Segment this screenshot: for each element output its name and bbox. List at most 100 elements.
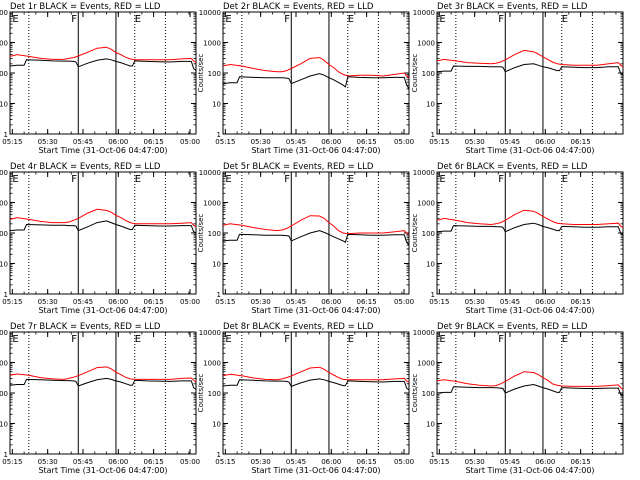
marker-label: F bbox=[71, 334, 77, 345]
x-axis-label: Start Time (31-Oct-06 04:47:00) bbox=[251, 306, 380, 315]
plot-frame bbox=[9, 331, 197, 455]
x-tick-label: 05:30 bbox=[465, 298, 485, 306]
x-tick-label: 06:15 bbox=[357, 298, 377, 306]
marker-label: E bbox=[12, 334, 18, 345]
plot-frame bbox=[222, 11, 410, 135]
y-tick-label: 10000 bbox=[413, 9, 435, 17]
x-axis-label: Start Time (31-Oct-06 04:47:00) bbox=[465, 146, 594, 155]
y-tick-label: 1 bbox=[217, 131, 221, 139]
x-tick-label: 05:30 bbox=[251, 138, 271, 146]
marker-label: E bbox=[348, 14, 354, 25]
plot-title: Det 8r BLACK = Events, RED = LLD bbox=[223, 322, 374, 332]
marker-label: E bbox=[225, 174, 231, 185]
x-tick-label: 05:45 bbox=[286, 138, 306, 146]
y-tick-label: 10000 bbox=[0, 329, 8, 337]
x-tick-label: 06:15 bbox=[571, 458, 591, 466]
x-tick-label: 06:15 bbox=[571, 138, 591, 146]
y-tick-label: 10000 bbox=[413, 169, 435, 177]
lld-series-line bbox=[222, 366, 410, 384]
y-tick-label: 1000 bbox=[0, 200, 8, 208]
x-tick-label: 05:15 bbox=[429, 138, 449, 146]
plot-title: Det 7r BLACK = Events, RED = LLD bbox=[10, 322, 161, 332]
y-tick-label: 10000 bbox=[413, 329, 435, 337]
x-tick-label: 05:45 bbox=[500, 458, 520, 466]
plot-frame bbox=[436, 171, 624, 295]
x-tick-label: 05:00 bbox=[180, 138, 200, 146]
plot-frame bbox=[9, 171, 197, 295]
x-tick-label: 05:15 bbox=[215, 138, 235, 146]
plot-title: Det 9r BLACK = Events, RED = LLD bbox=[437, 322, 588, 332]
plot-panel: Det 1r BLACK = Events, RED = LLD 1 10 100 10… bbox=[0, 2, 197, 155]
marker-label: E bbox=[12, 14, 18, 25]
y-tick-label: 1 bbox=[4, 291, 8, 299]
y-tick-label: 1 bbox=[217, 451, 221, 459]
x-axis-label: Start Time (31-Oct-06 04:47:00) bbox=[38, 466, 167, 475]
y-tick-label: 1000 bbox=[0, 40, 8, 48]
x-tick-label: 06:00 bbox=[535, 138, 555, 146]
y-axis-label: Counts/sec bbox=[197, 54, 205, 93]
events-series-line bbox=[436, 63, 624, 75]
marker-label: F bbox=[498, 334, 504, 345]
x-tick-label: 05:15 bbox=[215, 458, 235, 466]
plot-panel: Det 2r BLACK = Events, RED = LLD 1 10 100 10… bbox=[180, 2, 410, 155]
lld-series-line bbox=[436, 209, 624, 229]
y-tick-label: 10 bbox=[212, 261, 221, 269]
y-tick-label: 100 bbox=[208, 70, 221, 78]
lld-series-line bbox=[222, 57, 410, 79]
x-tick-label: 06:00 bbox=[535, 298, 555, 306]
y-tick-label: 10 bbox=[426, 421, 435, 429]
marker-label: E bbox=[135, 174, 141, 185]
x-tick-label: 05:15 bbox=[2, 298, 22, 306]
x-tick-label: 06:15 bbox=[144, 298, 164, 306]
lld-series-line bbox=[9, 366, 197, 383]
x-axis-label: Start Time (31-Oct-06 04:47:00) bbox=[465, 306, 594, 315]
y-tick-label: 10000 bbox=[199, 169, 221, 177]
lld-series-line bbox=[9, 46, 197, 64]
marker-label: E bbox=[562, 334, 568, 345]
plot-title: Det 3r BLACK = Events, RED = LLD bbox=[437, 2, 588, 12]
x-tick-label: 06:15 bbox=[144, 138, 164, 146]
x-tick-label: 05:15 bbox=[2, 138, 22, 146]
events-series-line bbox=[222, 73, 410, 90]
x-tick-label: 06:15 bbox=[144, 458, 164, 466]
marker-label: E bbox=[348, 174, 354, 185]
events-series-line bbox=[9, 58, 197, 71]
plot-panel: Det 6r BLACK = Events, RED = LLD 1 10 100 10… bbox=[394, 162, 624, 315]
x-tick-label: 06:15 bbox=[357, 138, 377, 146]
y-axis-label: Counts/sec bbox=[411, 374, 419, 413]
marker-label: E bbox=[348, 334, 354, 345]
events-series-line bbox=[436, 383, 624, 397]
y-tick-label: 100 bbox=[422, 390, 435, 398]
x-axis-label: Start Time (31-Oct-06 04:47:00) bbox=[465, 466, 594, 475]
lld-series-line bbox=[222, 215, 410, 235]
plot-title: Det 4r BLACK = Events, RED = LLD bbox=[10, 162, 161, 172]
x-axis-label: Start Time (31-Oct-06 04:47:00) bbox=[38, 146, 167, 155]
x-tick-label: 05:45 bbox=[500, 298, 520, 306]
y-tick-label: 10 bbox=[212, 421, 221, 429]
marker-label: F bbox=[71, 174, 77, 185]
lld-series-line bbox=[436, 49, 624, 68]
x-tick-label: 06:00 bbox=[321, 458, 341, 466]
x-tick-label: 06:15 bbox=[571, 298, 591, 306]
x-axis-label: Start Time (31-Oct-06 04:47:00) bbox=[251, 146, 380, 155]
x-tick-label: 05:45 bbox=[286, 458, 306, 466]
y-tick-label: 10000 bbox=[199, 329, 221, 337]
events-series-line bbox=[222, 230, 410, 246]
y-tick-label: 10 bbox=[212, 101, 221, 109]
x-tick-label: 05:45 bbox=[286, 298, 306, 306]
x-tick-label: 05:15 bbox=[429, 458, 449, 466]
y-tick-label: 1000 bbox=[203, 40, 221, 48]
y-tick-label: 1 bbox=[431, 131, 435, 139]
plot-panel: Det 4r BLACK = Events, RED = LLD 1 10 100 10… bbox=[0, 162, 197, 315]
x-tick-label: 05:45 bbox=[500, 138, 520, 146]
x-axis-label: Start Time (31-Oct-06 04:47:00) bbox=[38, 306, 167, 315]
x-tick-label: 05:30 bbox=[38, 458, 58, 466]
plot-panel: Det 5r BLACK = Events, RED = LLD 1 10 100 10… bbox=[180, 162, 410, 315]
events-series-line bbox=[222, 378, 410, 391]
x-tick-label: 05:30 bbox=[465, 458, 485, 466]
x-tick-label: 05:45 bbox=[73, 458, 93, 466]
x-tick-label: 05:00 bbox=[180, 298, 200, 306]
plot-frame bbox=[436, 11, 624, 135]
plot-title: Det 1r BLACK = Events, RED = LLD bbox=[10, 2, 161, 12]
y-tick-label: 10000 bbox=[199, 9, 221, 17]
